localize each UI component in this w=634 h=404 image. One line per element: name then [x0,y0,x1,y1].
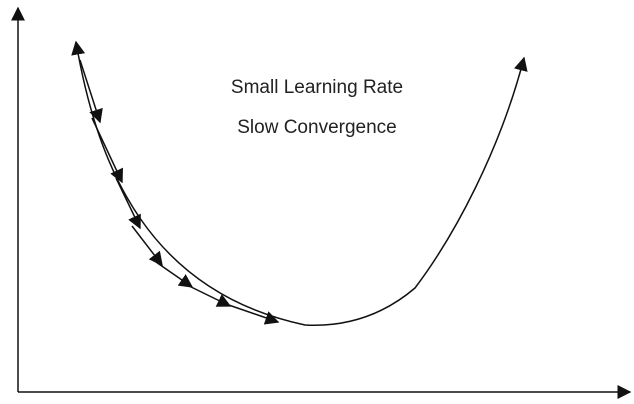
loss-curve [71,40,528,326]
annotation-line: Slow Convergence [237,117,396,138]
step [115,177,141,230]
gradient-steps [79,59,280,325]
step [91,117,123,184]
annotation-line: Small Learning Rate [231,77,403,98]
step [131,225,163,267]
step [155,261,194,288]
step [79,59,103,124]
step [219,301,280,325]
